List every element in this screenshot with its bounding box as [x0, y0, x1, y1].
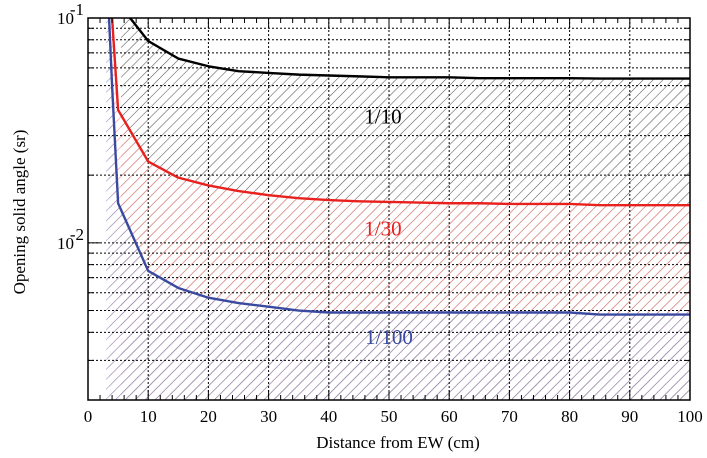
curve-label: 1/10: [364, 104, 401, 128]
series-line-1: [110, 18, 690, 207]
x-tick-label: 60: [441, 407, 458, 426]
x-tick-label: 20: [200, 407, 217, 426]
y-tick-label: 10: [57, 9, 74, 28]
series-line-0: [128, 18, 690, 80]
y-axis-label: Opening solid angle (sr): [10, 130, 29, 295]
series-lines: [107, 18, 690, 316]
x-tick-label: 90: [621, 407, 638, 426]
grid: [88, 18, 690, 401]
y-tick-exponent: -1: [70, 0, 84, 19]
x-tick-label: 70: [501, 407, 518, 426]
series-line-2: [107, 18, 690, 316]
x-tick-label: 30: [260, 407, 277, 426]
curve-label: 1/30: [364, 216, 401, 240]
y-tick-exponent: -2: [70, 225, 84, 244]
x-tick-label: 100: [677, 407, 703, 426]
x-tick-label: 0: [84, 407, 93, 426]
y-tick-label: 10: [57, 234, 74, 253]
axis-ticks: [87, 18, 691, 401]
y-tick-base: 10: [57, 9, 74, 28]
x-tick-label: 40: [320, 407, 337, 426]
x-axis-label: Distance from EW (cm): [316, 433, 479, 452]
curve-annotations: 1/10 1/30 1/100: [364, 104, 413, 349]
y-tick-base: 10: [57, 234, 74, 253]
x-tick-label: 80: [561, 407, 578, 426]
x-tick-label: 10: [140, 407, 157, 426]
fill-region-2: [106, 18, 690, 400]
curve-label: 1/100: [365, 325, 413, 349]
x-tick-label: 50: [381, 407, 398, 426]
